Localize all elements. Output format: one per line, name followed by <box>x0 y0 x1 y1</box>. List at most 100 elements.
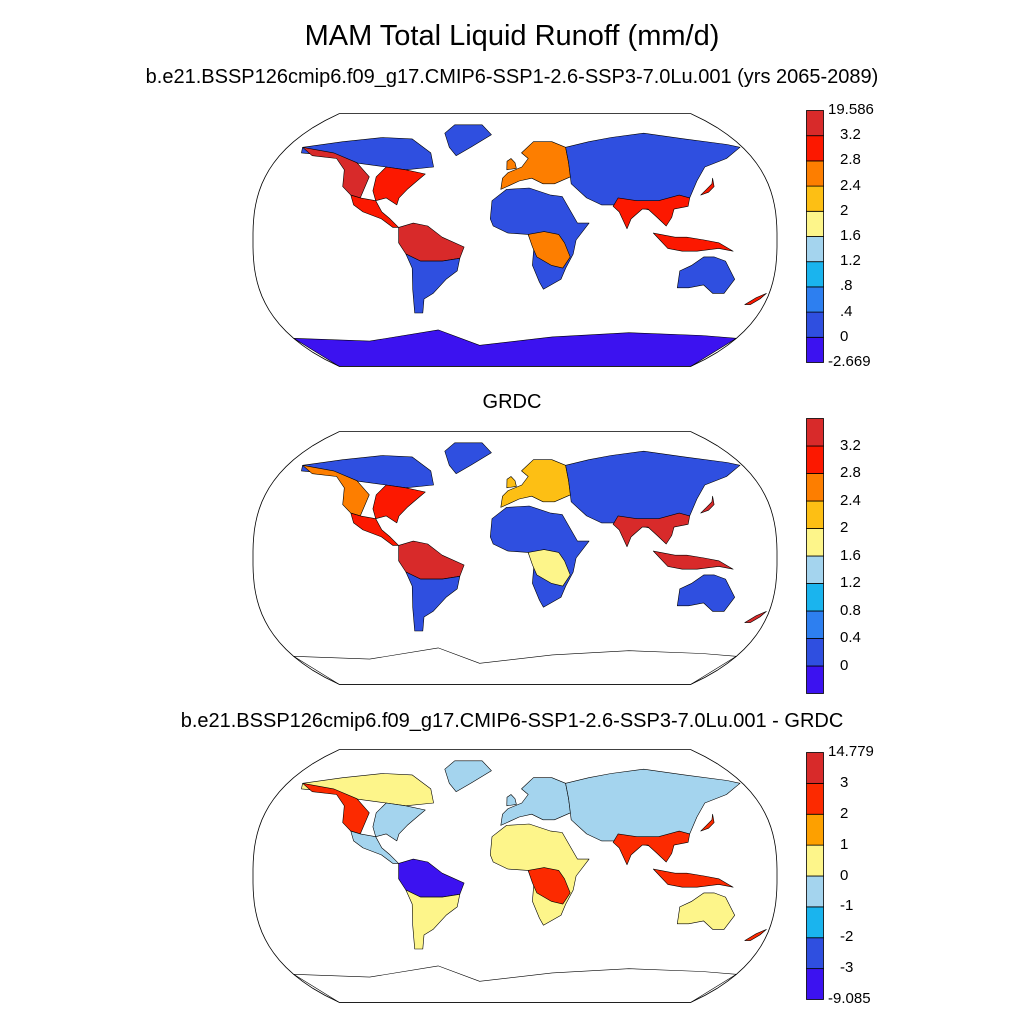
region-sa-south <box>405 571 461 632</box>
colorbar-box <box>806 583 824 612</box>
model-runoff-map <box>252 113 778 367</box>
colorbar-box <box>806 813 824 846</box>
region-greenland <box>444 760 492 792</box>
colorbar-box <box>806 528 824 557</box>
colorbar-box <box>806 261 824 288</box>
region-australia <box>677 256 735 294</box>
region-japan <box>700 495 715 514</box>
colorbar-box <box>806 782 824 815</box>
region-sa-south <box>405 889 461 950</box>
colorbar-box <box>806 638 824 667</box>
colorbar-label: 3.2 <box>840 436 861 454</box>
region-europe <box>500 141 571 190</box>
colorbar-box <box>806 610 824 639</box>
colorbar-box <box>806 418 824 447</box>
colorbar-box <box>806 336 824 363</box>
colorbar-label: 1.6 <box>840 546 861 564</box>
colorbar-label: 3 <box>840 773 849 791</box>
region-uk <box>506 794 517 807</box>
region-na-east <box>372 484 426 524</box>
colorbar-label: 2.8 <box>840 151 861 169</box>
region-sa-south <box>405 253 461 314</box>
region-europe <box>500 777 571 826</box>
colorbar-box <box>806 185 824 212</box>
region-japan <box>700 813 715 832</box>
colorbar-box <box>806 160 824 187</box>
grdc-runoff-map <box>252 431 778 685</box>
colorbar-box <box>806 752 824 784</box>
region-uk <box>506 476 517 489</box>
colorbar-label: -9.085 <box>828 990 871 1007</box>
region-asia-south <box>612 194 690 230</box>
colorbar-label: 1.2 <box>840 574 861 591</box>
model-colorbar: -2.669 0 .4 .8 1.2 1.6 2 2.4 2.8 3.2 19.586 <box>806 102 896 369</box>
colorbar-label: 1 <box>840 835 849 853</box>
region-asia-south <box>612 512 690 548</box>
colorbar-label: 2 <box>840 519 849 536</box>
region-indonesia <box>653 232 734 252</box>
region-australia <box>677 574 735 612</box>
region-indonesia <box>653 868 734 888</box>
colorbar-label: 2 <box>840 804 849 822</box>
map-border <box>252 113 778 367</box>
colorbar-label: 3.2 <box>840 126 861 144</box>
region-africa-central <box>527 549 571 587</box>
colorbar-label: 0.4 <box>840 629 861 646</box>
colorbar-label: 2 <box>840 201 849 219</box>
colorbar-box <box>806 844 824 877</box>
colorbar-boxes <box>806 752 824 1000</box>
region-na-east <box>372 166 426 206</box>
colorbar-box <box>806 937 824 970</box>
colorbar-label: 1.6 <box>840 227 861 244</box>
colorbar-box <box>806 445 824 474</box>
colorbar-label: 0 <box>840 327 849 345</box>
colorbar-boxes <box>806 418 824 694</box>
panel1-title: b.e21.BSSP126cmip6.f09_g17.CMIP6-SSP1-2.… <box>145 66 879 88</box>
region-na-east <box>372 802 426 842</box>
region-greenland <box>444 124 492 156</box>
colorbar-box <box>806 968 824 1000</box>
colorbar-boxes <box>806 110 824 363</box>
panel3-title: b.e21.BSSP126cmip6.f09_g17.CMIP6-SSP1-2.… <box>180 710 844 732</box>
colorbar-label: 0 <box>840 656 849 674</box>
colorbar-label: .8 <box>840 277 853 295</box>
colorbar-label: 2.4 <box>840 176 861 194</box>
difference-colorbar: -9.085 -3 -2 -1 0 1 2 3 14.779 <box>806 744 896 1006</box>
region-nz <box>744 293 767 305</box>
region-nz <box>744 929 767 941</box>
colorbar-label: 2.8 <box>840 464 861 481</box>
colorbar-box <box>806 555 824 584</box>
colorbar-label: 19.586 <box>828 101 874 118</box>
colorbar-box <box>806 875 824 908</box>
colorbar-label: -3 <box>840 959 854 977</box>
region-africa-central <box>527 231 571 269</box>
panel2-title: GRDC <box>482 391 542 413</box>
colorbar-box <box>806 473 824 502</box>
colorbar-box <box>806 311 824 338</box>
colorbar-box <box>806 906 824 939</box>
region-greenland <box>444 442 492 474</box>
region-europe <box>500 459 571 508</box>
colorbar-label: 0.8 <box>840 601 861 619</box>
colorbar-label: 2.4 <box>840 491 861 509</box>
region-asia-south <box>612 830 690 866</box>
colorbar-label: 14.779 <box>828 743 874 760</box>
map-border <box>252 749 778 1003</box>
region-japan <box>700 177 715 196</box>
colorbar-label: -2 <box>840 928 854 946</box>
colorbar-label: -1 <box>840 897 854 915</box>
region-africa-central <box>527 867 571 905</box>
figure-title: MAM Total Liquid Runoff (mm/d) <box>304 20 720 52</box>
colorbar-box <box>806 110 824 137</box>
colorbar-label: .4 <box>840 302 853 320</box>
map-border <box>252 431 778 685</box>
colorbar-box <box>806 236 824 263</box>
colorbar-box <box>806 665 824 694</box>
colorbar-box <box>806 286 824 313</box>
grdc-colorbar: 0 0.4 0.8 1.2 1.6 2 2.4 2.8 3.2 <box>806 418 896 694</box>
colorbar-box <box>806 500 824 529</box>
colorbar-label: -2.669 <box>828 353 871 370</box>
colorbar-label: 0 <box>840 866 849 884</box>
region-australia <box>677 892 735 930</box>
region-uk <box>506 158 517 171</box>
